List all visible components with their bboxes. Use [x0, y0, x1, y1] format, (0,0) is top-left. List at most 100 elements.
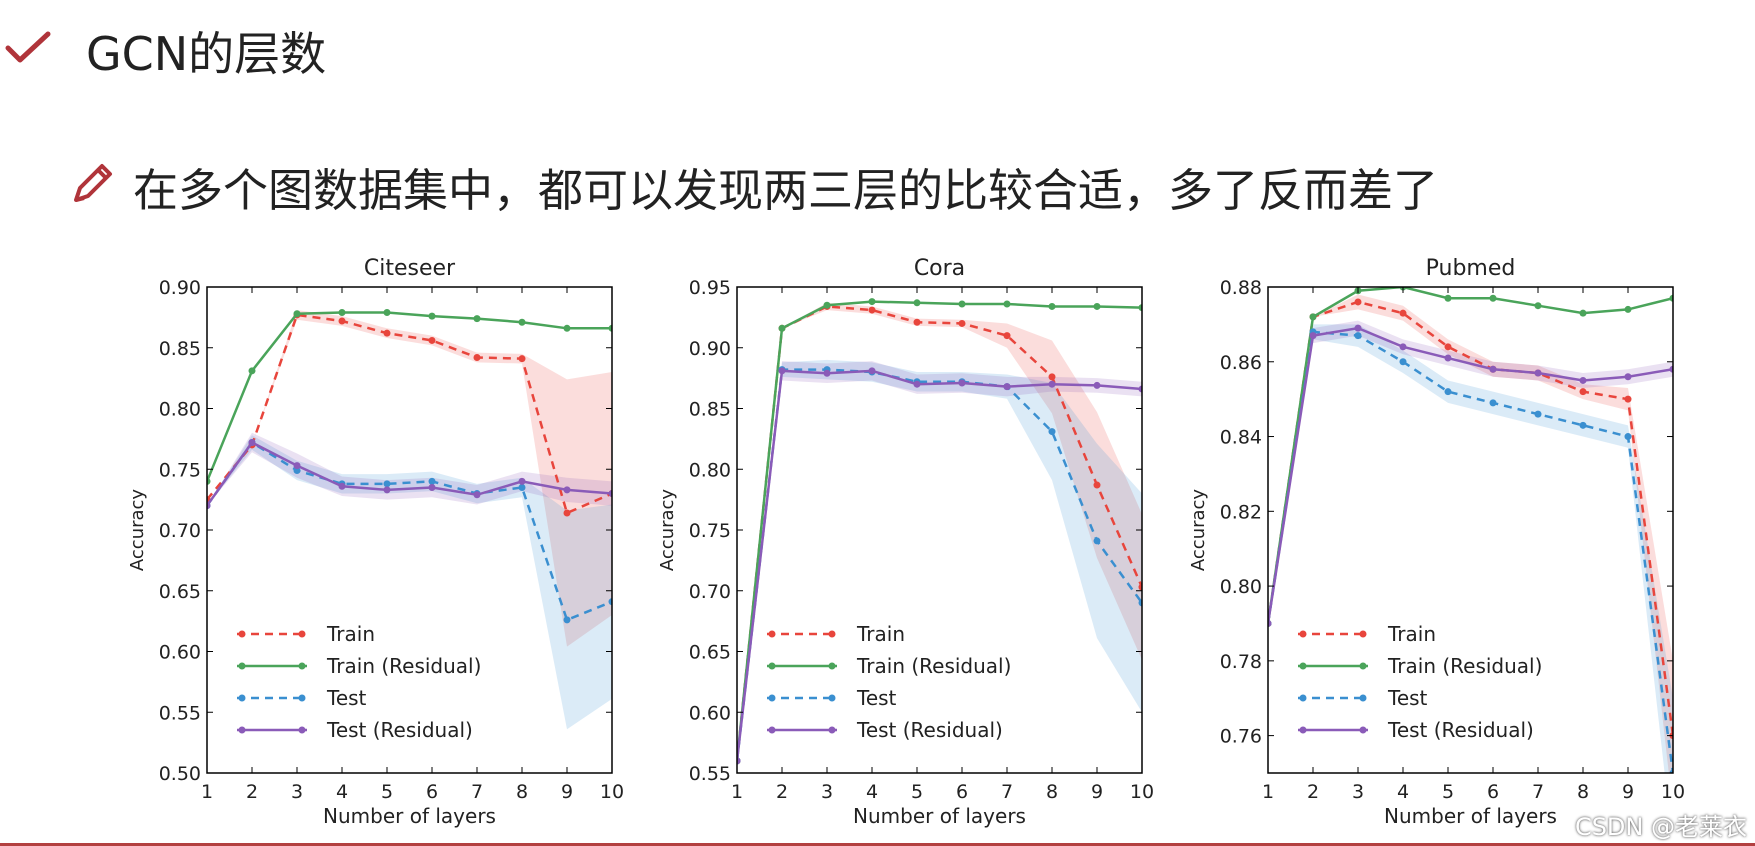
- point-train-residual: [1534, 302, 1542, 310]
- x-axis-label: Number of layers: [323, 804, 496, 828]
- y-tick-label: 0.60: [689, 702, 731, 724]
- point-train-residual: [1048, 302, 1056, 310]
- legend-marker: [828, 694, 836, 702]
- legend-marker: [238, 662, 246, 670]
- x-tick-label: 3: [291, 781, 303, 803]
- point-train: [383, 329, 391, 337]
- legend-marker: [238, 694, 246, 702]
- point-test-residual: [428, 483, 436, 491]
- y-tick-label: 0.76: [1220, 726, 1262, 748]
- x-tick-label: 10: [600, 781, 624, 803]
- legend-marker: [1359, 726, 1367, 734]
- legend-marker: [298, 726, 306, 734]
- legend-marker: [1359, 630, 1367, 638]
- y-axis-label: Accuracy: [657, 489, 678, 572]
- point-train-residual: [778, 324, 786, 332]
- legend-label: Test: [326, 686, 367, 710]
- point-train-residual: [913, 299, 921, 307]
- x-tick-label: 2: [246, 781, 258, 803]
- legend-marker: [298, 662, 306, 670]
- x-tick-label: 6: [426, 781, 438, 803]
- y-tick-label: 0.75: [159, 459, 201, 481]
- point-train-residual: [1093, 302, 1101, 310]
- y-tick-label: 0.55: [159, 702, 201, 724]
- point-test-residual: [473, 491, 481, 499]
- point-test-residual: [1444, 354, 1452, 362]
- x-tick-label: 8: [516, 781, 528, 803]
- legend-marker: [1359, 662, 1367, 670]
- point-test-residual: [383, 486, 391, 494]
- point-test-residual: [913, 380, 921, 388]
- legend-marker: [1299, 694, 1307, 702]
- point-test: [293, 466, 301, 474]
- point-train-residual: [428, 312, 436, 320]
- legend-label: Train (Residual): [856, 654, 1011, 678]
- series-test-residual-line: [1268, 326, 1673, 624]
- point-test-residual: [563, 486, 571, 494]
- x-tick-label: 8: [1046, 781, 1058, 803]
- x-tick-label: 1: [201, 781, 213, 803]
- y-tick-label: 0.70: [159, 520, 201, 542]
- y-tick-label: 0.90: [159, 277, 201, 299]
- chart-title: Cora: [914, 256, 965, 281]
- point-test: [1048, 428, 1056, 436]
- bottom-accent-line: [0, 843, 1755, 846]
- y-tick-label: 0.80: [1220, 576, 1262, 598]
- point-test-residual: [518, 477, 526, 485]
- legend-label: Train (Residual): [326, 654, 481, 678]
- series-test-line: [737, 368, 1142, 761]
- point-train: [1138, 583, 1142, 591]
- point-test-residual: [1534, 369, 1542, 377]
- legend-marker: [238, 630, 246, 638]
- series-train-residual-line: [1268, 287, 1673, 624]
- point-test: [608, 598, 612, 606]
- series-train-line: [737, 305, 1142, 761]
- x-tick-label: 9: [1091, 781, 1103, 803]
- legend-marker: [768, 694, 776, 702]
- title-row: GCN的层数: [0, 8, 700, 88]
- legend-label: Train: [326, 622, 375, 646]
- point-test-residual: [293, 462, 301, 470]
- x-tick-label: 8: [1577, 781, 1589, 803]
- y-tick-label: 0.65: [689, 642, 731, 664]
- point-train-residual: [248, 367, 256, 375]
- point-test: [563, 616, 571, 624]
- point-train-residual: [1444, 294, 1452, 302]
- point-test: [1624, 433, 1632, 441]
- point-train: [1093, 481, 1101, 489]
- x-tick-label: 7: [1001, 781, 1013, 803]
- series-train-residual-line: [737, 300, 1142, 761]
- point-train-residual: [293, 310, 301, 318]
- y-tick-label: 0.95: [689, 277, 731, 299]
- point-train: [338, 317, 346, 325]
- y-tick-label: 0.82: [1220, 501, 1262, 523]
- band-train: [207, 310, 612, 647]
- x-tick-label: 10: [1661, 781, 1685, 803]
- point-train: [1354, 298, 1362, 306]
- legend-marker: [238, 726, 246, 734]
- point-test-residual: [1093, 381, 1101, 389]
- point-train: [428, 336, 436, 344]
- x-tick-label: 5: [381, 781, 393, 803]
- series-train-residual-line: [207, 311, 612, 482]
- x-tick-label: 2: [776, 781, 788, 803]
- point-test: [1579, 421, 1587, 429]
- point-test: [1138, 599, 1142, 607]
- point-train-residual: [563, 324, 571, 332]
- x-tick-label: 6: [956, 781, 968, 803]
- series-test-residual-line: [207, 440, 612, 507]
- chart-citeseer: Citeseer 0.50 0.55 0.60 0.65 0.70 0.75 0.80 0.85…: [127, 256, 624, 828]
- legend-marker: [768, 630, 776, 638]
- x-tick-label: 7: [1532, 781, 1544, 803]
- x-tick-label: 2: [1307, 781, 1319, 803]
- point-train-residual: [473, 315, 481, 323]
- x-tick-label: 10: [1130, 781, 1154, 803]
- legend-marker: [1359, 694, 1367, 702]
- x-tick-label: 3: [1352, 781, 1364, 803]
- legend-marker: [828, 662, 836, 670]
- point-test-residual: [737, 757, 741, 765]
- point-train-residual: [518, 318, 526, 326]
- point-train-residual: [1624, 305, 1632, 313]
- legend-marker: [298, 630, 306, 638]
- plot-frame: [1267, 286, 1674, 774]
